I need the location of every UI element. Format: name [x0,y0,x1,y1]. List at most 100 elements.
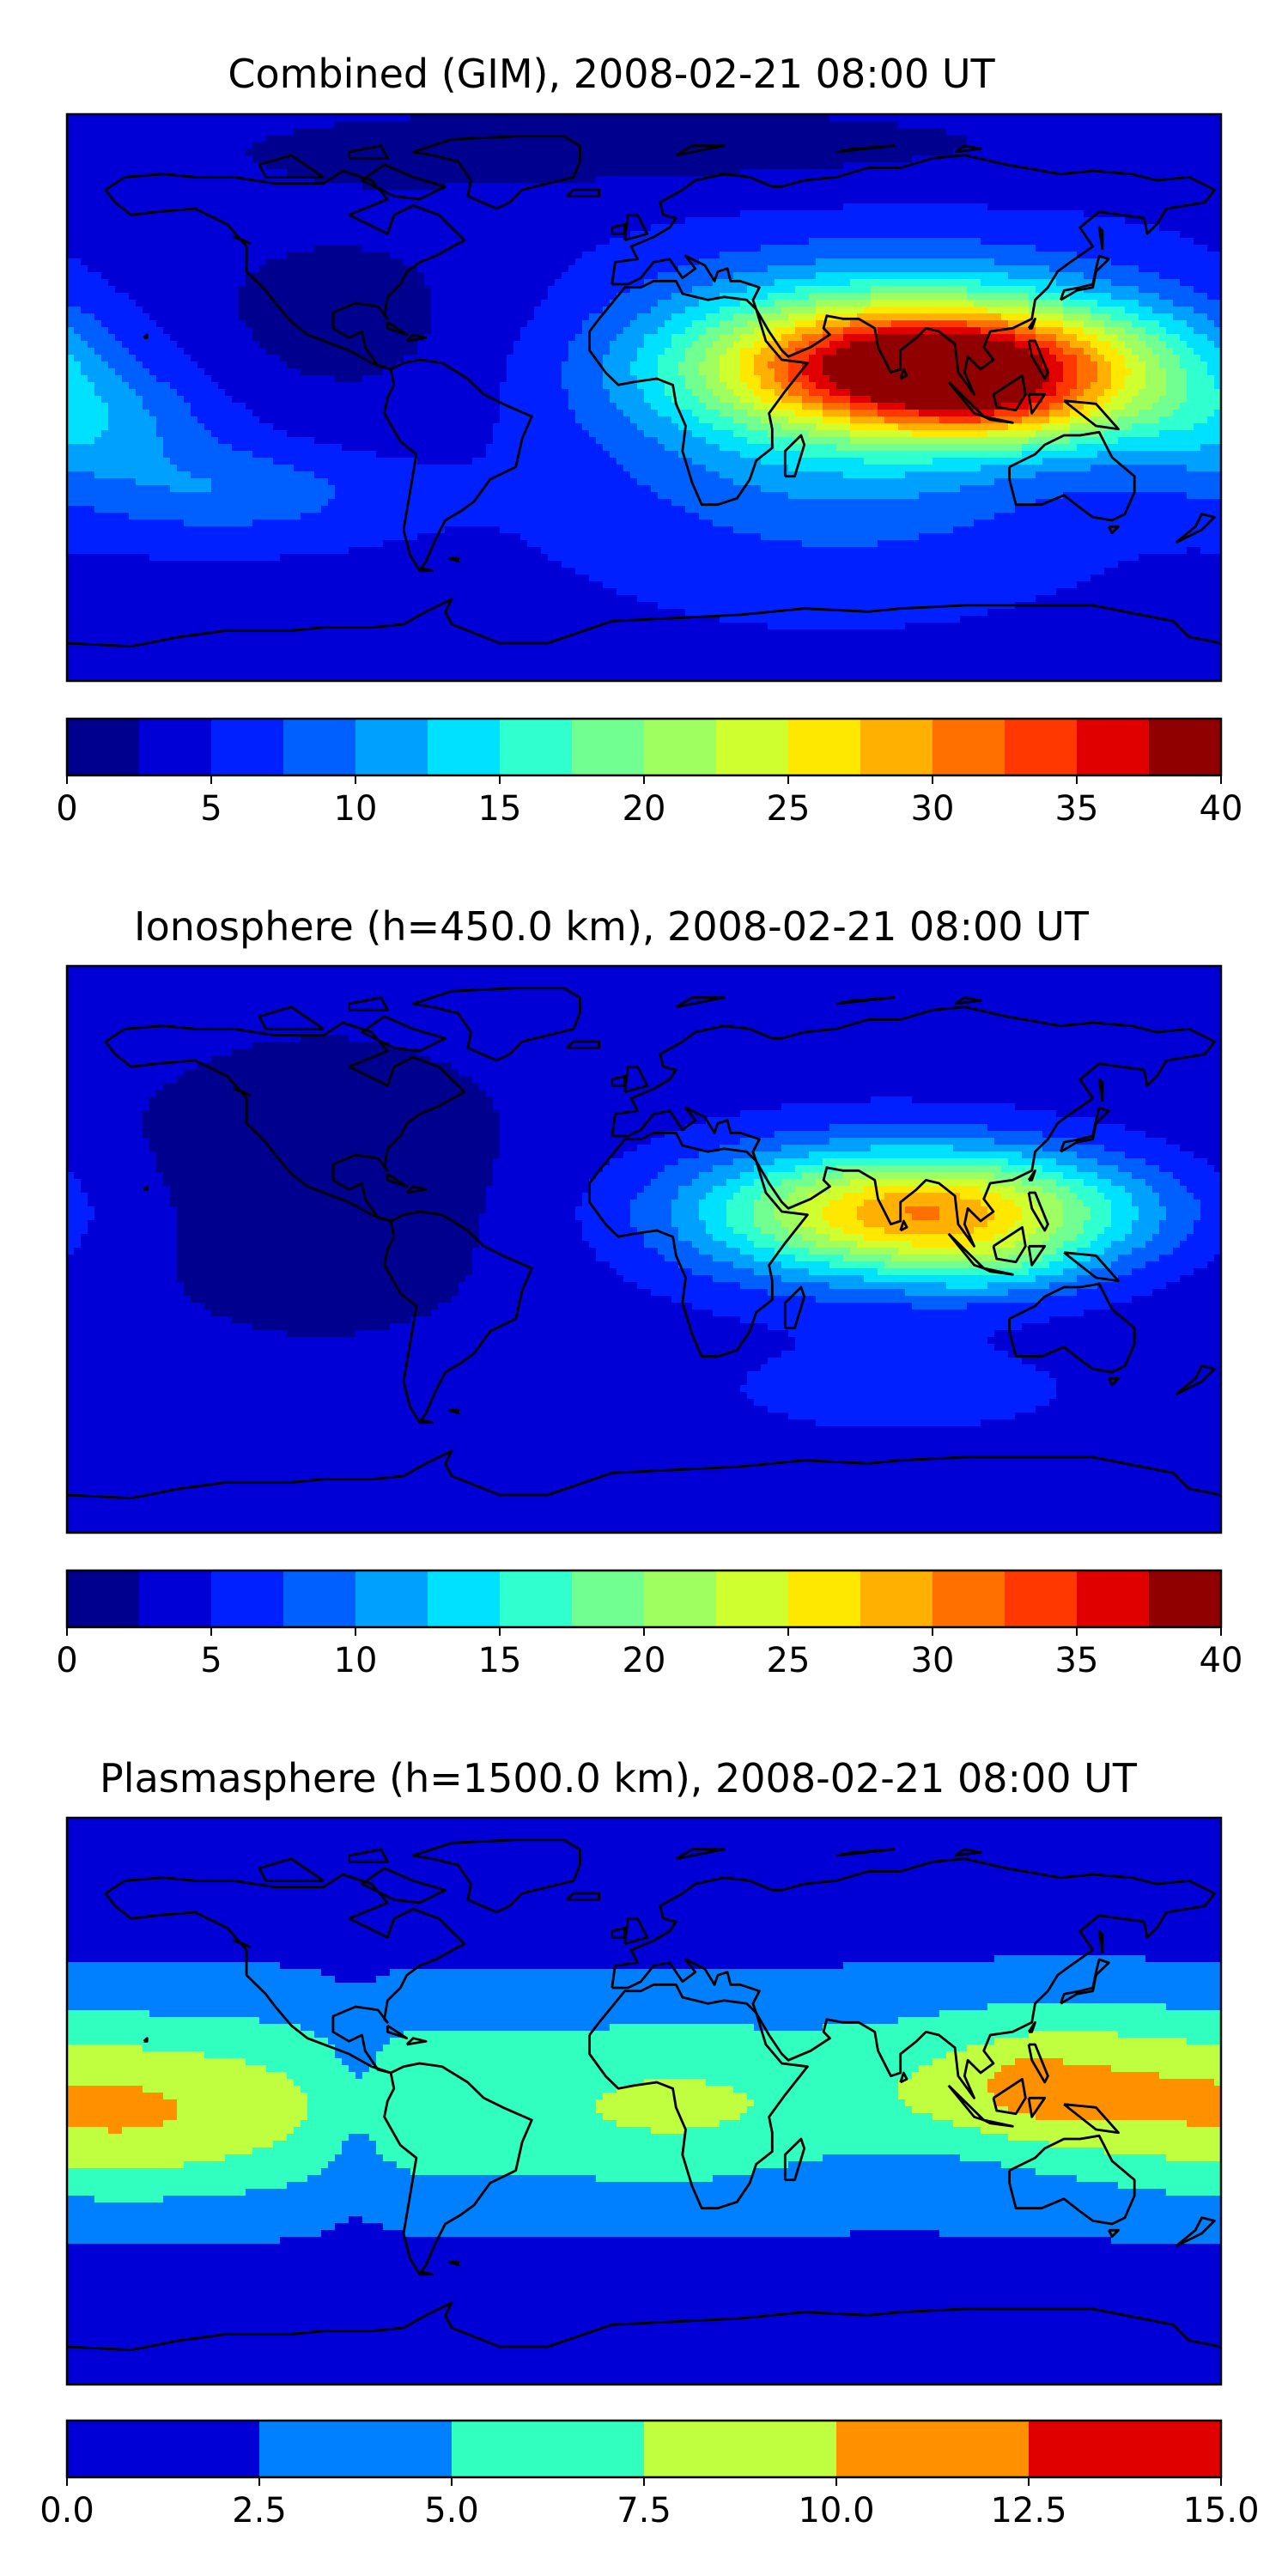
coastline [67,1449,1221,1500]
colorbar-segment [788,719,861,775]
coastline [383,358,533,573]
colorbar-tick-label: 10.0 [798,2491,874,2530]
colorbar-segment [211,719,284,775]
coastline [835,996,896,1005]
coastline [1059,1106,1110,1153]
colorbar-segment [1029,2421,1222,2477]
colorbar-segment [428,719,501,775]
coastline [104,1021,466,1223]
coastline [348,144,389,160]
colorbar-segment [139,719,212,775]
colorbar-tick-label: 40 [1200,789,1243,829]
coastline [418,566,434,573]
colorbar-segment [67,719,140,775]
coastline [1008,2134,1136,2226]
coastline [411,1838,581,1914]
coastline [1097,1078,1104,1102]
coastline [104,169,466,371]
coastline [1027,339,1049,380]
coastline [1027,1244,1047,1267]
panel-combined: Combined (GIM), 2008-02-21 08:00 UT 0 5 10… [56,51,1242,829]
contour-fill [67,966,1221,1533]
panel-ionosphere: Ionosphere (h=450.0 km), 2008-02-21 08:0… [56,903,1242,1680]
colorbar-tick-label: 10 [334,789,378,829]
coastline [447,1408,459,1415]
coastline [143,333,149,339]
coastline [983,415,1014,424]
coastline [143,2037,149,2043]
colorbar-segment [211,1571,284,1627]
coastline [1027,392,1047,415]
coastline [411,135,581,210]
colorbar-segment [1149,1571,1222,1627]
coastline [1175,2216,1216,2247]
coastline [1027,2020,1036,2033]
coastline [566,188,601,197]
colorbar-tick-label: 15 [478,1641,522,1680]
coastline [1108,2228,1120,2239]
colorbar-segment [644,1571,717,1627]
coastline [258,154,325,179]
colorbar-segment [1077,1571,1150,1627]
colorbar-segment [836,2421,1030,2477]
coastline [588,1131,809,1358]
colorbar-segment [500,719,573,775]
coastline [232,1087,252,1097]
colorbar-segment [67,1571,140,1627]
colorbar-tick-label: 40 [1200,1641,1243,1680]
coastline [588,279,809,507]
colorbar-segment [139,1571,212,1627]
coastline [983,1267,1014,1276]
coastline [611,1074,626,1087]
coastline [418,1418,434,1425]
coastline [361,1867,447,1905]
colorbar-segment [572,1571,645,1627]
coastline [947,1232,986,1270]
panel-title: Combined (GIM), 2008-02-21 08:00 UT [228,51,995,97]
coastline [899,1219,908,1232]
colorbar-segment [283,719,356,775]
colorbar-segment [1149,719,1222,775]
colorbar-tick-label: 2.5 [232,2491,287,2530]
coastline [447,556,459,563]
coastline [104,1873,466,2075]
coastline [611,1926,626,1939]
coastline [954,1848,982,1857]
colorbar-combined: 0 5 10 15 20 25 30 35 40 [56,717,1243,829]
colorbar-segment [933,1571,1005,1627]
coastline [383,2062,533,2276]
colorbar-segment [716,1571,789,1627]
coastline [835,144,896,154]
coastlines [67,987,1221,1500]
coastline [1063,2103,1120,2135]
coastline [1063,399,1120,431]
coastline [835,1848,896,1857]
colorbar-tick-label: 0 [56,1641,77,1680]
coastlines [67,135,1221,648]
colorbar-segment [259,2421,453,2477]
coastline [588,1983,809,2210]
colorbar-segment [283,1571,356,1627]
colorbar-segment [452,2421,645,2477]
coastline [623,1065,649,1094]
coastline [566,1040,601,1049]
colorbar-tick-label: 35 [1055,1641,1099,1680]
colorbar-tick-label: 5 [200,1641,222,1680]
colorbar-segment [355,1571,428,1627]
coastline [623,1917,649,1946]
coastline [258,1857,325,1882]
colorbar-segment [572,719,645,775]
colorbar-tick-label: 25 [767,789,811,829]
coastline [405,1185,428,1194]
coastline [954,996,982,1005]
contour-fill [67,114,1221,681]
coastline [386,1172,409,1188]
coastline [447,2260,459,2267]
coastline [386,320,409,337]
coastline [954,144,982,154]
coastline [1097,1929,1104,1953]
coastline [783,2137,806,2182]
coastline [611,1005,1216,1248]
colorbar-segment [716,719,789,775]
coastline [566,1892,601,1901]
